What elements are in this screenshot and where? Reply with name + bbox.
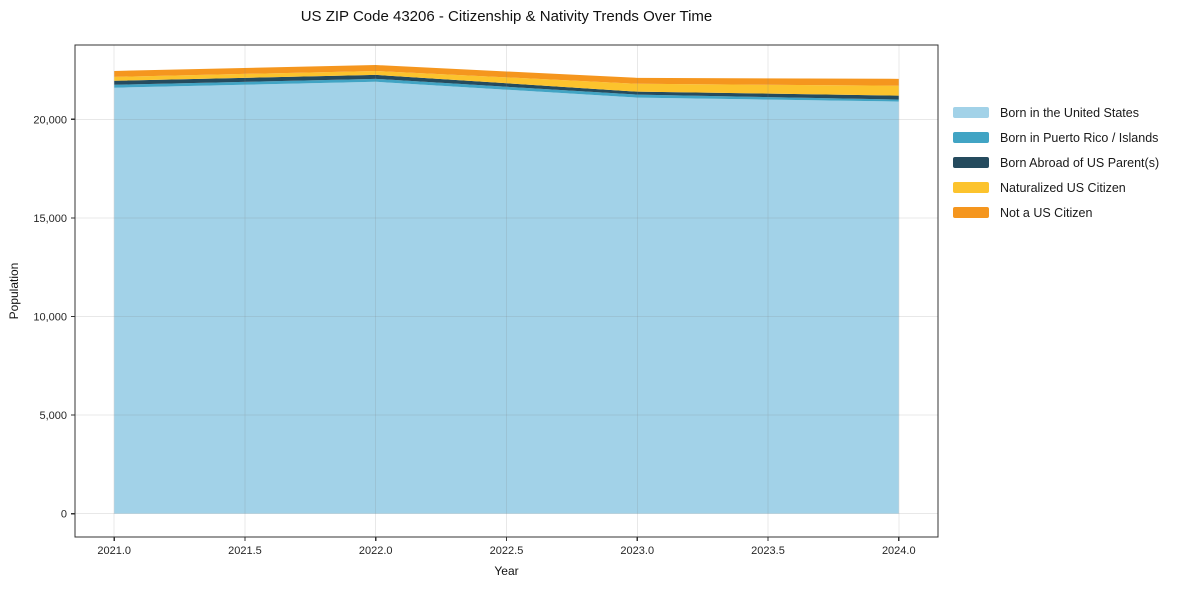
legend-swatch — [953, 107, 989, 118]
legend-label: Naturalized US Citizen — [1000, 180, 1126, 195]
legend-swatch — [953, 157, 989, 168]
legend-swatch — [953, 132, 989, 143]
legend-label: Not a US Citizen — [1000, 205, 1093, 220]
legend-item: Born in the United States — [953, 100, 1159, 125]
legend-label: Born in Puerto Rico / Islands — [1000, 130, 1159, 145]
area-series-4 — [114, 65, 899, 86]
x-tick-label: 2023.5 — [751, 545, 785, 557]
x-tick-label: 2024.0 — [882, 545, 916, 557]
x-tick-label: 2021.5 — [228, 545, 262, 557]
x-tick-label: 2022.5 — [490, 545, 524, 557]
y-tick-label: 0 — [61, 509, 67, 521]
y-tick-label: 20,000 — [33, 114, 67, 126]
legend-label: Born in the United States — [1000, 105, 1139, 120]
legend-swatch — [953, 182, 989, 193]
x-axis-label: Year — [494, 564, 519, 578]
legend-item: Born Abroad of US Parent(s) — [953, 150, 1159, 175]
chart-title: US ZIP Code 43206 - Citizenship & Nativi… — [300, 8, 713, 25]
x-tick-label: 2023.0 — [620, 545, 654, 557]
legend-item: Not a US Citizen — [953, 200, 1159, 225]
area-series-0 — [114, 81, 899, 514]
legend-item: Born in Puerto Rico / Islands — [953, 125, 1159, 150]
x-tick-label: 2021.0 — [97, 545, 131, 557]
area-series-2 — [114, 74, 899, 100]
y-tick-label: 10,000 — [33, 311, 67, 323]
y-tick-label: 5,000 — [39, 410, 67, 422]
y-axis-label: Population — [7, 262, 21, 320]
legend-item: Naturalized US Citizen — [953, 175, 1159, 200]
x-tick-label: 2022.0 — [359, 545, 393, 557]
legend: Born in the United States Born in Puerto … — [953, 100, 1159, 225]
legend-label: Born Abroad of US Parent(s) — [1000, 155, 1160, 170]
legend-swatch — [953, 207, 989, 218]
area-series-3 — [114, 70, 899, 96]
y-tick-label: 15,000 — [33, 213, 67, 225]
area-series-1 — [114, 78, 899, 102]
